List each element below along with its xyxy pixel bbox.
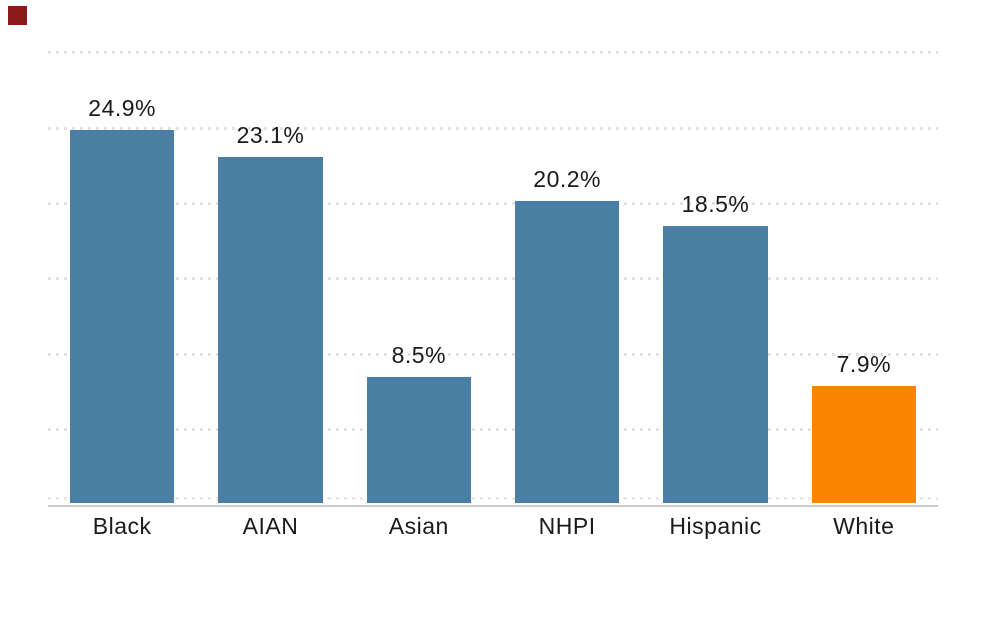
bar-white (811, 385, 917, 504)
bar-hispanic (663, 226, 768, 504)
x-axis-line (48, 504, 938, 507)
gridline (48, 277, 938, 281)
bar-aian (218, 156, 323, 504)
red-square-marker (8, 6, 27, 25)
value-label-black: 24.9% (88, 94, 157, 121)
x-axis-label-white: White (833, 513, 895, 539)
value-label-aian: 23.1% (236, 121, 305, 148)
gridline (48, 51, 938, 55)
gridline (48, 428, 938, 432)
gridline (48, 352, 938, 356)
x-axis-label-black: Black (92, 513, 152, 539)
x-axis-label-aian: AIAN (242, 513, 299, 539)
bar-asian (366, 376, 472, 504)
value-label-nhpi: 20.2% (533, 165, 602, 192)
value-label-hispanic: 18.5% (681, 191, 750, 218)
gridline (48, 126, 938, 130)
bar-nhpi (514, 200, 620, 504)
x-axis-label-nhpi: NHPI (538, 513, 596, 539)
x-axis-label-hispanic: Hispanic (669, 513, 762, 539)
gridline-zero (48, 497, 938, 500)
x-axis-label-asian: Asian (388, 513, 449, 539)
bar-black (69, 129, 175, 504)
value-label-asian: 8.5% (391, 341, 447, 368)
gridline (48, 202, 938, 206)
value-label-white: 7.9% (836, 350, 892, 377)
